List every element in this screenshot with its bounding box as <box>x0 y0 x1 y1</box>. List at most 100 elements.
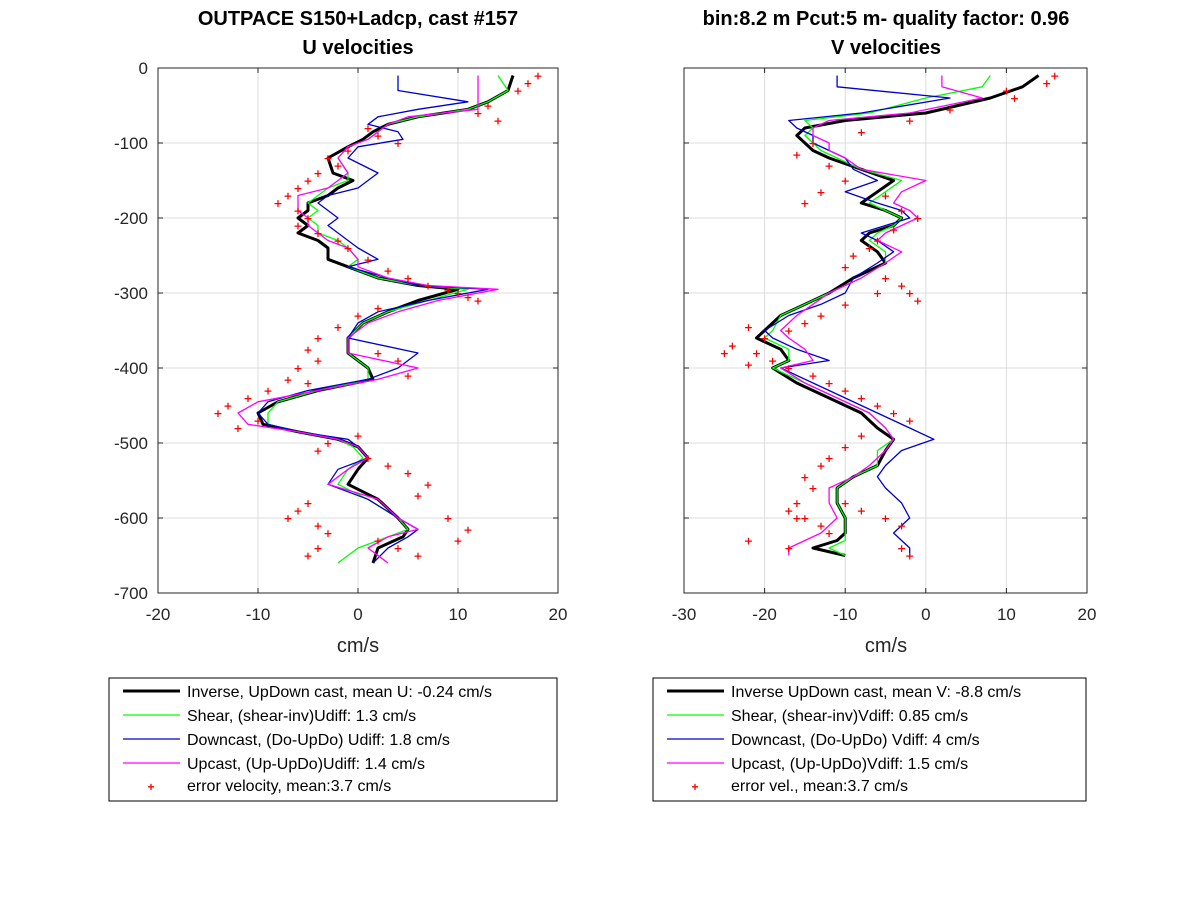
error-point: + <box>373 302 382 315</box>
legend-swatch-error: + <box>147 780 154 794</box>
error-point: + <box>233 422 242 435</box>
error-point: + <box>223 400 232 413</box>
error-point: + <box>841 385 850 398</box>
chart-right-legend: Inverse UpDown cast, mean V: -8.8 cm/s S… <box>652 677 1087 802</box>
error-point: + <box>473 295 482 308</box>
y-tick-label: -700 <box>114 584 148 603</box>
error-point: + <box>945 103 954 116</box>
error-point: + <box>293 205 302 218</box>
error-point: + <box>889 407 898 420</box>
error-point: + <box>800 512 809 525</box>
error-point: + <box>363 122 372 135</box>
chart-left-xlabel: cm/s <box>337 635 379 657</box>
error-point: + <box>493 115 502 128</box>
error-point: + <box>313 355 322 368</box>
error-point: + <box>889 223 898 236</box>
legend-label-upcast: Upcast, (Up-UpDo)Udiff: 1.4 cm/s <box>187 756 425 773</box>
error-point: + <box>463 523 472 536</box>
error-point: + <box>784 325 793 338</box>
chart-right-plot: + + + + + + + + + + + + + + + + + + + + + + + + + + + + + + + + + + + + + + + +… <box>672 67 1097 624</box>
error-point: + <box>263 385 272 398</box>
x-tick-label: -10 <box>246 605 271 624</box>
error-point: + <box>897 205 906 218</box>
axes-box <box>683 67 1088 594</box>
error-point: + <box>1010 92 1019 105</box>
chart-left-subtitle: U velocities <box>302 37 413 59</box>
chart-left-plot: +++++++++++++++++++++++++++ + + + ++++++++++… <box>114 59 567 624</box>
legend-label-shear: Shear, (shear-inv)Vdiff: 0.85 cm/s <box>731 708 968 725</box>
y-tick-label: 0 <box>139 59 148 78</box>
error-point: + <box>443 512 452 525</box>
x-tick-label: 10 <box>449 605 468 624</box>
error-point: + <box>824 377 833 390</box>
y-tick-label: -300 <box>114 284 148 303</box>
legend-label-inverse: Inverse, UpDown cast, mean U: -0.24 cm/s <box>187 684 492 701</box>
error-point: + <box>816 460 825 473</box>
error-point: + <box>808 482 817 495</box>
y-tick-label: -100 <box>114 134 148 153</box>
chart-left-legend: Inverse, UpDown cast, mean U: -0.24 cm/s… <box>108 677 558 802</box>
error-point: + <box>728 340 737 353</box>
error-point: + <box>473 107 482 120</box>
error-point: + <box>303 377 312 390</box>
x-tick-label: 20 <box>549 605 568 624</box>
error-point: + <box>453 287 462 300</box>
series-3-line <box>780 75 983 556</box>
error-point: + <box>413 550 422 563</box>
error-point: + <box>849 250 858 263</box>
error-point: + <box>905 115 914 128</box>
x-tick-label: 20 <box>1078 605 1097 624</box>
error-point: + <box>841 497 850 510</box>
error-point: + <box>323 152 332 165</box>
error-point: + <box>313 227 322 240</box>
error-point: + <box>443 283 452 296</box>
legend-box <box>108 677 558 802</box>
error-point: + <box>784 505 793 518</box>
error-point: + <box>857 505 866 518</box>
error-point: + <box>213 407 222 420</box>
error-point: + <box>353 430 362 443</box>
error-point: + <box>897 542 906 555</box>
error-point: + <box>752 347 761 360</box>
error-point: + <box>816 310 825 323</box>
legend-label-error: error vel., mean:3.7 cm/s <box>731 778 908 795</box>
error-point: + <box>824 160 833 173</box>
error-point: + <box>483 100 492 113</box>
legend-label-shear: Shear, (shear-inv)Udiff: 1.3 cm/s <box>187 708 416 725</box>
legend-label-upcast: Upcast, (Up-UpDo)Vdiff: 1.5 cm/s <box>731 756 968 773</box>
error-point: + <box>293 505 302 518</box>
error-point: + <box>744 358 753 371</box>
error-point: + <box>881 190 890 203</box>
series-3-line <box>237 75 499 564</box>
error-point: + <box>463 291 472 304</box>
error-point: + <box>523 77 532 90</box>
error-point: + <box>1002 85 1011 98</box>
error-point: + <box>283 190 292 203</box>
error-point: + <box>313 332 322 345</box>
error-point: + <box>792 148 801 161</box>
error-point: + <box>333 235 342 248</box>
error-point: + <box>841 261 850 274</box>
error-point: + <box>905 287 914 300</box>
error-point: + <box>800 471 809 484</box>
legend-label-inverse: Inverse UpDown cast, mean V: -8.8 cm/s <box>731 684 1021 701</box>
error-point: + <box>808 137 817 150</box>
error-point: + <box>808 370 817 383</box>
error-point: + <box>744 321 753 334</box>
error-point: + <box>393 137 402 150</box>
error-point: + <box>720 347 729 360</box>
legend-label-downcast: Downcast, (Do-UpDo) Udiff: 1.8 cm/s <box>187 732 450 749</box>
error-point: + <box>800 197 809 210</box>
error-point: + <box>857 430 866 443</box>
error-point: + <box>841 298 850 311</box>
error-point: + <box>784 542 793 555</box>
error-point: + <box>841 175 850 188</box>
error-point: + <box>373 347 382 360</box>
error-point: + <box>303 343 312 356</box>
error-point: + <box>881 512 890 525</box>
chart-right-title: bin:8.2 m Pcut:5 m- quality factor: 0.96 <box>703 8 1070 30</box>
error-point: + <box>393 355 402 368</box>
legend-label-downcast: Downcast, (Do-UpDo) Vdiff: 4 cm/s <box>731 732 980 749</box>
y-tick-label: -500 <box>114 434 148 453</box>
error-point: + <box>873 235 882 248</box>
